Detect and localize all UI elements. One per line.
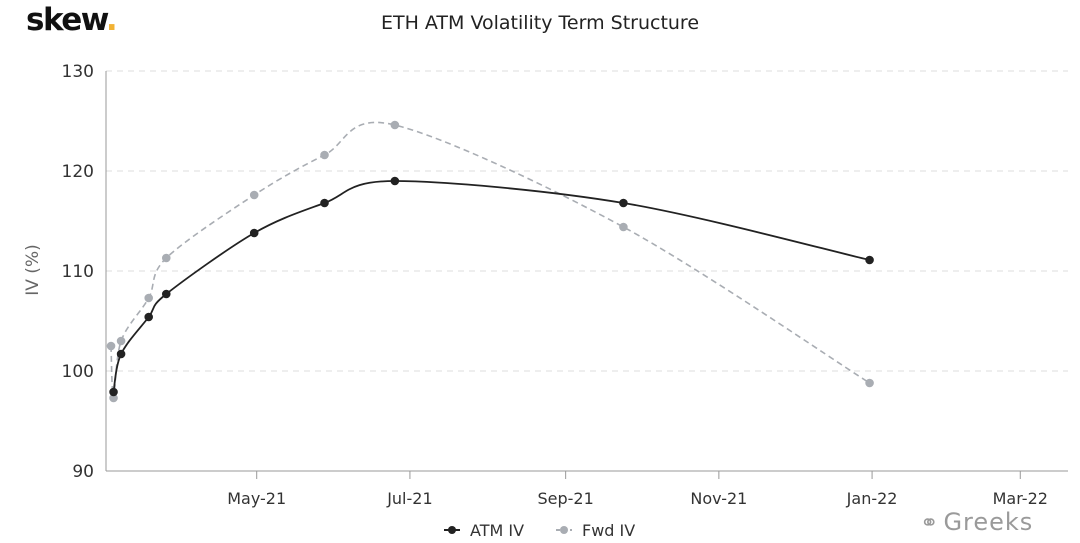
legend-fwd-iv-marker	[560, 526, 568, 534]
watermark-text: Greeks	[943, 508, 1034, 536]
fwd-iv-point	[106, 341, 116, 351]
atm-iv-point	[144, 312, 153, 322]
x-tick-label: Jul-21	[386, 489, 432, 508]
y-tick-label: 90	[72, 462, 94, 482]
fwd-iv-point	[116, 336, 126, 346]
atm-iv-point	[249, 228, 259, 238]
fwd-iv-point	[109, 393, 118, 403]
atm-iv-point	[390, 176, 400, 186]
logo-dot: .	[105, 2, 118, 38]
atm-iv-point	[619, 198, 628, 208]
fwd-iv-point	[320, 150, 329, 160]
chart-title: ETH ATM Volatility Term Structure	[381, 12, 699, 34]
x-tick-label: Nov-21	[690, 489, 747, 508]
y-tick-label: 130	[62, 62, 94, 82]
y-axis-label: IV (%)	[23, 244, 43, 295]
x-tick-label: Jan-22	[846, 489, 898, 508]
skew-logo: skew.	[26, 2, 118, 38]
fwd-iv-point	[390, 120, 400, 130]
x-tick-label: May-21	[227, 489, 286, 508]
atm-iv-point	[109, 387, 118, 397]
x-tick-label: Mar-22	[993, 489, 1048, 508]
y-tick-label: 100	[62, 362, 94, 382]
atm-iv-point	[116, 349, 126, 359]
fwd-iv-point	[249, 190, 259, 200]
wechat-icon: ⚭	[920, 511, 940, 536]
legend-fwd-iv-label: Fwd IV	[582, 521, 635, 540]
legend[interactable]: ATM IV Fwd IV	[444, 521, 635, 540]
fwd-iv-point	[619, 222, 628, 232]
x-tick-label: Sep-21	[538, 489, 594, 508]
legend-atm-iv-marker	[448, 526, 456, 534]
logo-text: skew	[26, 2, 107, 38]
legend-atm-iv-label: ATM IV	[470, 521, 524, 540]
fwd-iv-line	[110, 121, 871, 399]
axes: 90 100 110 120 130 May-21 Jul-21 Sep-21 Nov-21 Ja…	[62, 62, 1068, 508]
atm-iv-point	[161, 289, 171, 299]
fwd-iv-point	[161, 253, 171, 263]
series-layer	[106, 120, 874, 403]
atm-iv-point	[320, 198, 329, 208]
y-tick-label: 120	[62, 162, 94, 182]
fwd-iv-point	[144, 293, 153, 303]
fwd-iv-point	[865, 378, 874, 388]
watermark: ⚭ Greeks	[920, 508, 1033, 536]
y-tick-label: 110	[62, 262, 94, 282]
grid-lines	[106, 70, 1068, 372]
atm-iv-point	[865, 255, 874, 265]
